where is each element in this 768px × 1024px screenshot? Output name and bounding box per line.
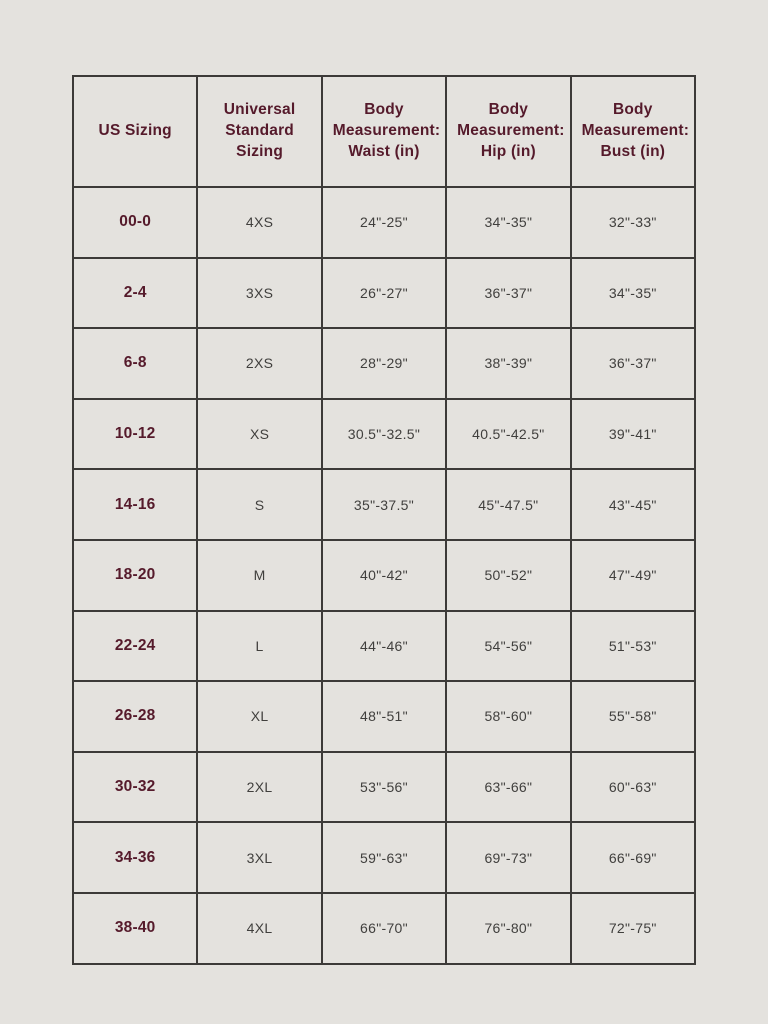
waist-cell: 30.5"-32.5" [320,397,448,471]
column-header-universal-standard-sizing: Universal Standard Sizing [196,75,323,188]
universal-sizing-cell: 3XL [196,821,323,894]
waist-cell: 59"-63" [320,821,448,894]
hip-cell: 63"-66" [445,750,572,824]
table-row: 26-28 XL 48"-51" 58"-60" 55"-58" [71,680,697,753]
bust-cell: 66"-69" [569,821,697,894]
universal-sizing-cell: M [196,538,323,612]
bust-cell: 51"-53" [569,609,697,683]
table-row: 10-12 XS 30.5"-32.5" 40.5"-42.5" 39"-41" [71,397,697,471]
bust-cell: 60"-63" [569,750,697,824]
universal-sizing-cell: XL [196,680,323,753]
us-sizing-cell: 18-20 [71,538,199,612]
bust-cell: 36"-37" [569,327,697,400]
universal-sizing-cell: 3XS [196,256,323,330]
universal-sizing-cell: 4XL [196,891,323,965]
table-row: 2-4 3XS 26"-27" 36"-37" 34"-35" [71,256,697,330]
hip-cell: 69"-73" [445,821,572,894]
universal-sizing-cell: 2XS [196,327,323,400]
us-sizing-cell: 30-32 [71,750,199,824]
hip-cell: 54"-56" [445,609,572,683]
waist-cell: 35"-37.5" [320,468,448,541]
hip-cell: 34"-35" [445,186,572,259]
header-row: US Sizing Universal Standard Sizing Body… [71,75,697,188]
us-sizing-cell: 6-8 [71,327,199,400]
waist-cell: 26"-27" [320,256,448,330]
bust-cell: 55"-58" [569,680,697,753]
table-row: 34-36 3XL 59"-63" 69"-73" 66"-69" [71,821,697,894]
column-header-hip: Body Measurement: Hip (in) [445,75,572,188]
us-sizing-cell: 10-12 [71,397,199,471]
waist-cell: 44"-46" [320,609,448,683]
table-row: 38-40 4XL 66"-70" 76"-80" 72"-75" [71,891,697,965]
us-sizing-cell: 22-24 [71,609,199,683]
bust-cell: 72"-75" [569,891,697,965]
size-chart-body: 00-0 4XS 24"-25" 34"-35" 32"-33" 2-4 3XS 26"-27… [71,186,697,965]
table-row: 6-8 2XS 28"-29" 38"-39" 36"-37" [71,327,697,400]
hip-cell: 45"-47.5" [445,468,572,541]
table-row: 00-0 4XS 24"-25" 34"-35" 32"-33" [71,186,697,259]
waist-cell: 66"-70" [320,891,448,965]
universal-sizing-cell: S [196,468,323,541]
us-sizing-cell: 14-16 [71,468,199,541]
hip-cell: 50"-52" [445,538,572,612]
hip-cell: 76"-80" [445,891,572,965]
hip-cell: 58"-60" [445,680,572,753]
column-header-bust: Body Measurement: Bust (in) [569,75,697,188]
bust-cell: 43"-45" [569,468,697,541]
hip-cell: 36"-37" [445,256,572,330]
universal-sizing-cell: L [196,609,323,683]
table-row: 30-32 2XL 53"-56" 63"-66" 60"-63" [71,750,697,824]
waist-cell: 40"-42" [320,538,448,612]
bust-cell: 32"-33" [569,186,697,259]
universal-sizing-cell: 2XL [196,750,323,824]
column-header-us-sizing: US Sizing [71,75,199,188]
bust-cell: 39"-41" [569,397,697,471]
table-row: 22-24 L 44"-46" 54"-56" 51"-53" [71,609,697,683]
bust-cell: 47"-49" [569,538,697,612]
size-chart-header: US Sizing Universal Standard Sizing Body… [71,75,697,188]
waist-cell: 24"-25" [320,186,448,259]
table-row: 14-16 S 35"-37.5" 45"-47.5" 43"-45" [71,468,697,541]
us-sizing-cell: 2-4 [71,256,199,330]
column-header-waist: Body Measurement: Waist (in) [320,75,448,188]
us-sizing-cell: 34-36 [71,821,199,894]
size-chart-table: US Sizing Universal Standard Sizing Body… [71,75,697,965]
hip-cell: 40.5"-42.5" [445,397,572,471]
bust-cell: 34"-35" [569,256,697,330]
us-sizing-cell: 38-40 [71,891,199,965]
table-row: 18-20 M 40"-42" 50"-52" 47"-49" [71,538,697,612]
waist-cell: 53"-56" [320,750,448,824]
size-chart-container: US Sizing Universal Standard Sizing Body… [71,75,697,965]
waist-cell: 48"-51" [320,680,448,753]
us-sizing-cell: 00-0 [71,186,199,259]
universal-sizing-cell: 4XS [196,186,323,259]
waist-cell: 28"-29" [320,327,448,400]
universal-sizing-cell: XS [196,397,323,471]
us-sizing-cell: 26-28 [71,680,199,753]
hip-cell: 38"-39" [445,327,572,400]
